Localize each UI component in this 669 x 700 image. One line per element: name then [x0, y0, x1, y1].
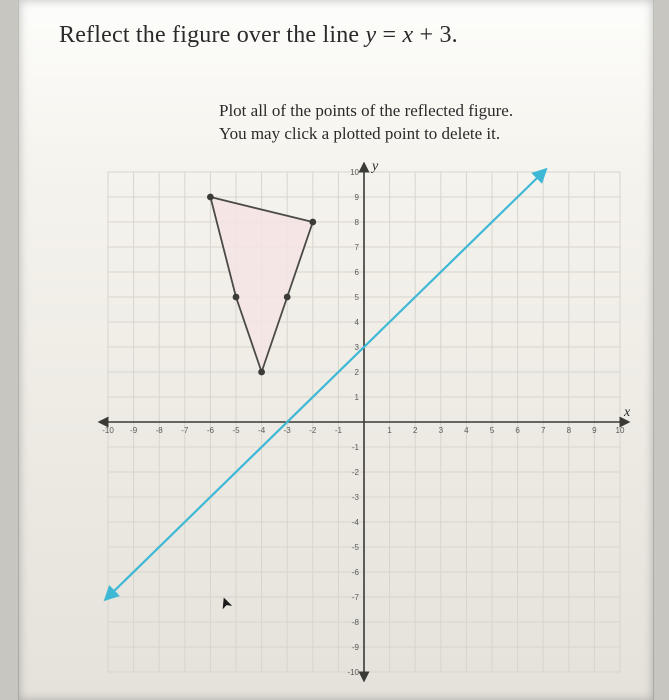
svg-text:9: 9 [592, 426, 597, 435]
svg-text:-7: -7 [181, 426, 189, 435]
svg-text:8: 8 [355, 218, 360, 227]
svg-text:1: 1 [355, 393, 360, 402]
page-surface: Reflect the figure over the line y = x +… [18, 0, 654, 700]
svg-text:4: 4 [464, 426, 469, 435]
svg-text:1: 1 [387, 426, 392, 435]
svg-text:10: 10 [616, 426, 625, 435]
title-eq: = [376, 22, 402, 48]
svg-text:7: 7 [355, 243, 360, 252]
subtitle: Plot all of the points of the reflected … [219, 100, 513, 146]
svg-text:6: 6 [515, 426, 520, 435]
svg-text:x: x [623, 405, 631, 420]
svg-text:3: 3 [439, 426, 444, 435]
subtitle-line2: You may click a plotted point to delete … [219, 123, 513, 146]
question-title: Reflect the figure over the line y = x +… [59, 22, 458, 49]
svg-text:-8: -8 [352, 618, 360, 627]
svg-text:-5: -5 [232, 426, 240, 435]
svg-text:-2: -2 [352, 468, 360, 477]
svg-text:6: 6 [355, 268, 360, 277]
svg-text:-9: -9 [130, 426, 138, 435]
svg-text:-6: -6 [352, 568, 360, 577]
subtitle-line1: Plot all of the points of the reflected … [219, 100, 513, 123]
svg-text:-6: -6 [207, 426, 215, 435]
title-prefix: Reflect the figure over the line [59, 22, 365, 48]
svg-text:-3: -3 [284, 426, 292, 435]
svg-text:y: y [370, 162, 379, 174]
svg-text:-4: -4 [258, 426, 266, 435]
vertex-point[interactable] [207, 194, 214, 201]
svg-text:4: 4 [355, 318, 360, 327]
svg-text:9: 9 [355, 193, 360, 202]
svg-text:-1: -1 [335, 426, 343, 435]
svg-text:-2: -2 [309, 426, 317, 435]
vertex-point[interactable] [309, 219, 316, 226]
svg-text:2: 2 [355, 368, 360, 377]
svg-text:5: 5 [355, 293, 360, 302]
svg-text:-7: -7 [352, 593, 360, 602]
svg-text:-10: -10 [347, 668, 359, 677]
title-rest: + 3. [413, 22, 458, 48]
svg-text:5: 5 [490, 426, 495, 435]
svg-text:-5: -5 [352, 543, 360, 552]
svg-text:-8: -8 [156, 426, 164, 435]
coordinate-plane[interactable]: -10 -9 -8 -7 -6 -5 -4 -3 -2 -1 1 2 3 4 5 6 7 8 9 10 -10 -9 -8 -… [94, 162, 634, 682]
svg-text:8: 8 [567, 426, 572, 435]
title-x: x [402, 22, 413, 48]
svg-text:7: 7 [541, 426, 546, 435]
title-y: y [365, 22, 376, 48]
svg-text:-1: -1 [352, 443, 360, 452]
reflection-line [108, 172, 543, 597]
svg-text:10: 10 [350, 168, 359, 177]
axes [102, 166, 626, 678]
svg-text:2: 2 [413, 426, 418, 435]
vertex-point[interactable] [233, 294, 240, 301]
svg-text:-10: -10 [102, 426, 114, 435]
svg-text:-4: -4 [352, 518, 360, 527]
vertex-point[interactable] [284, 294, 291, 301]
preimage-figure[interactable] [207, 194, 316, 376]
axis-labels: yx [370, 162, 631, 420]
svg-text:-9: -9 [352, 643, 360, 652]
vertex-point[interactable] [258, 369, 265, 376]
svg-text:-3: -3 [352, 493, 360, 502]
